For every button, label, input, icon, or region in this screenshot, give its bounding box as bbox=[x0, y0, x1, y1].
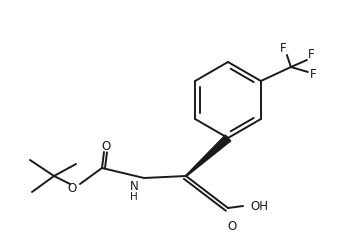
Text: OH: OH bbox=[250, 199, 268, 213]
Text: F: F bbox=[310, 69, 316, 81]
Text: O: O bbox=[67, 182, 77, 194]
Text: O: O bbox=[227, 219, 237, 233]
Text: F: F bbox=[280, 43, 286, 55]
Text: H: H bbox=[130, 192, 138, 202]
Text: O: O bbox=[101, 139, 111, 153]
Text: N: N bbox=[130, 180, 139, 193]
Text: F: F bbox=[308, 49, 314, 61]
Polygon shape bbox=[186, 135, 231, 176]
